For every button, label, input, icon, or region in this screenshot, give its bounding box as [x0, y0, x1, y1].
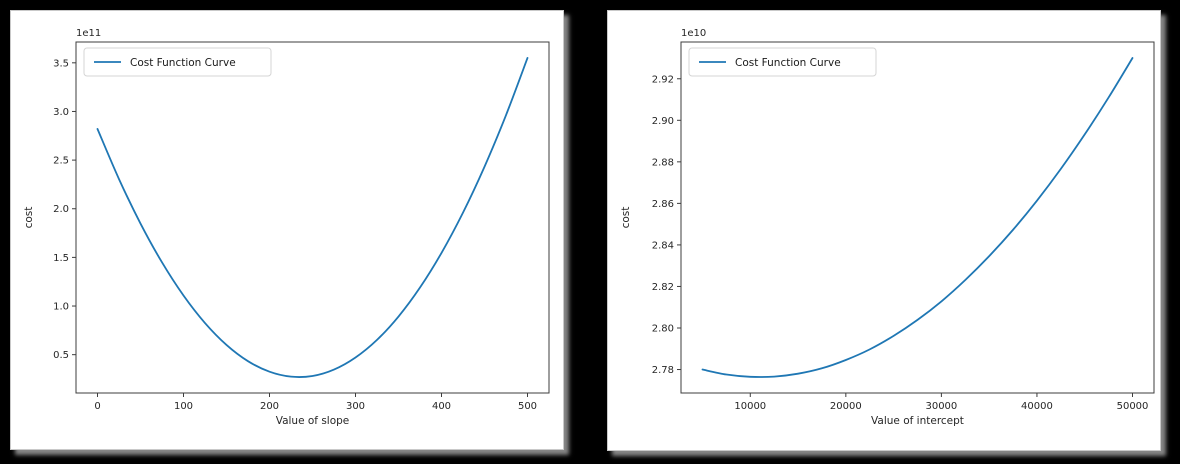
x-tick-label: 20000 [830, 401, 862, 412]
y-tick-label: 2.78 [652, 365, 674, 376]
slope-cost-chart: 0 100 200 300 400 500 0.5 1.0 1.5 2.0 2.5 3.0 3.5 1e1… [23, 28, 550, 427]
x-tick-label: 30000 [925, 401, 957, 412]
y-tick-label: 1.0 [53, 302, 69, 313]
y-tick-label: 2.0 [53, 204, 69, 215]
cost-curve-line [701, 57, 1134, 378]
x-tick-label: 400 [432, 401, 451, 412]
y-tick-label: 0.5 [53, 350, 69, 361]
x-axis-label: Value of slope [276, 415, 350, 427]
y-tick-label: 1.5 [53, 253, 69, 264]
y-tick-label: 2.86 [652, 199, 674, 210]
intercept-cost-chart: 10000 20000 30000 40000 50000 2.78 2.80 2.82 2.8… [620, 28, 1155, 427]
y-tick-label: 2.90 [652, 116, 674, 127]
y-axis-label: cost [620, 207, 632, 229]
legend-label: Cost Function Curve [130, 57, 236, 69]
cost-curve-line [96, 57, 529, 378]
x-tick-label: 100 [174, 401, 193, 412]
y-tick-label: 2.92 [652, 74, 674, 85]
axes-frame [680, 41, 1155, 394]
x-tick-label: 500 [518, 401, 537, 412]
y-axis-label: cost [23, 207, 35, 229]
slope-cost-panel: 0 100 200 300 400 500 0.5 1.0 1.5 2.0 2.5 3.0 3.5 1e1… [10, 10, 564, 450]
y-axis-offset-text: 1e11 [76, 28, 101, 39]
x-axis-label: Value of intercept [871, 415, 964, 427]
y-tick-label: 2.84 [652, 240, 674, 251]
y-tick-label: 3.5 [53, 58, 69, 69]
x-tick-label: 50000 [1117, 401, 1149, 412]
y-axis-offset-text: 1e10 [681, 28, 706, 39]
x-tick-label: 10000 [734, 401, 766, 412]
y-tick-label: 2.80 [652, 323, 674, 334]
intercept-cost-panel: 10000 20000 30000 40000 50000 2.78 2.80 2.82 2.8… [607, 10, 1161, 451]
legend-box [83, 47, 272, 77]
x-tick-label: 200 [260, 401, 279, 412]
axes-frame [75, 41, 550, 394]
legend-box [688, 47, 877, 77]
legend-label: Cost Function Curve [735, 57, 841, 69]
y-tick-label: 2.88 [652, 157, 674, 168]
x-tick-label: 40000 [1021, 401, 1053, 412]
y-tick-label: 3.0 [53, 107, 69, 118]
x-tick-label: 0 [94, 401, 100, 412]
y-tick-label: 2.82 [652, 282, 674, 293]
x-tick-label: 300 [346, 401, 365, 412]
y-tick-label: 2.5 [53, 156, 69, 167]
